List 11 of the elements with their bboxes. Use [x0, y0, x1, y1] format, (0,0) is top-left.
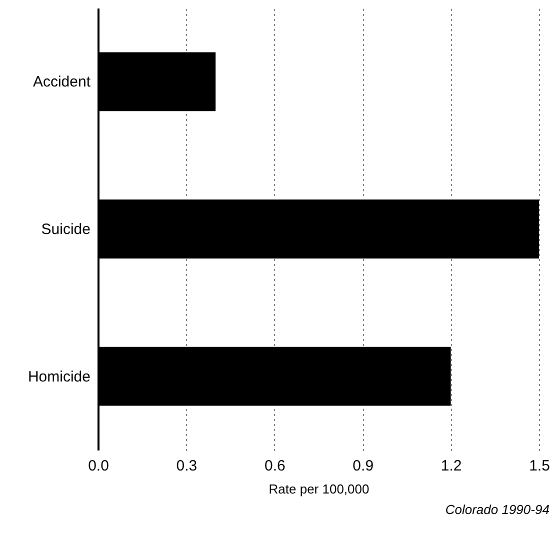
x-tick-label: 0.6 [264, 458, 286, 474]
text: Colorado 1990-94 [445, 502, 550, 517]
y-tick-label: Accident [32, 74, 92, 91]
y-tick-label: Homicide [28, 368, 90, 386]
x-tick-label: 0.3 [176, 458, 198, 474]
x-tick-label: 0.9 [352, 458, 374, 474]
y-tick-label: Suicide [41, 221, 90, 238]
x-axis-title: Rate per 100,000 [268, 482, 370, 496]
x-tick-label: 1.2 [440, 458, 462, 474]
x-tick-label: 0.0 [88, 458, 109, 474]
x-tick-label: 1.5 [529, 458, 550, 474]
